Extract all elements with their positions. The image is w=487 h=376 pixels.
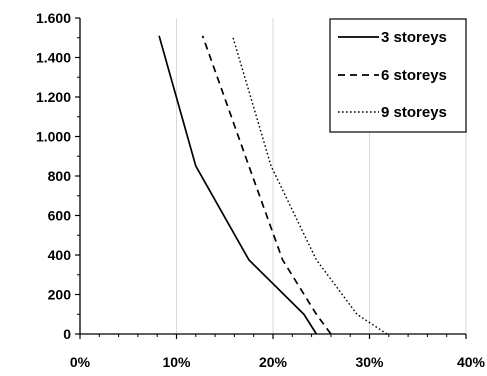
- y-axis-ticks: 0 200 400 600 800 1.000 1.200 1.400 1.600: [36, 10, 80, 342]
- x-axis-ticks: 0% 10% 20% 30% 40%: [70, 334, 486, 370]
- series-line-3-storeys: [158, 35, 318, 335]
- x-tick-label-2: 20%: [259, 354, 288, 370]
- y-tick-label-2: 400: [48, 247, 72, 263]
- legend-entry-0: 3 storeys: [338, 29, 447, 46]
- x-tick-label-1: 10%: [162, 354, 191, 370]
- y-tick-label-0: 0: [63, 326, 71, 342]
- y-tick-label-6: 1.200: [36, 89, 71, 105]
- legend: 3 storeys 6 storeys 9 storeys: [329, 18, 467, 133]
- legend-label-9-storeys: 9 storeys: [381, 104, 447, 121]
- y-tick-label-4: 800: [48, 168, 72, 184]
- series-line-6-storeys: [201, 35, 332, 335]
- series-lines: [158, 35, 388, 335]
- y-tick-label-7: 1.400: [36, 50, 71, 66]
- legend-entry-1: 6 storeys: [338, 67, 447, 84]
- series-line-9-storeys: [231, 35, 388, 335]
- legend-label-3-storeys: 3 storeys: [381, 29, 447, 46]
- legend-entry-2: 9 storeys: [338, 104, 447, 121]
- y-tick-label-8: 1.600: [36, 10, 71, 26]
- x-tick-label-3: 30%: [355, 354, 384, 370]
- x-tick-label-4: 40%: [457, 354, 486, 370]
- x-tick-label-0: 0%: [70, 354, 91, 370]
- y-tick-label-1: 200: [48, 287, 72, 303]
- y-tick-label-3: 600: [48, 208, 72, 224]
- y-tick-label-5: 1.000: [36, 129, 71, 145]
- legend-label-6-storeys: 6 storeys: [381, 67, 447, 84]
